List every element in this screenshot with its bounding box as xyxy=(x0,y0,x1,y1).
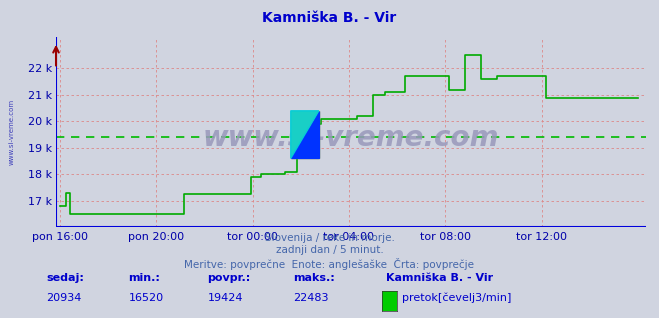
Text: 16520: 16520 xyxy=(129,293,163,302)
Text: zadnji dan / 5 minut.: zadnji dan / 5 minut. xyxy=(275,245,384,255)
Text: Slovenija / reke in morje.: Slovenija / reke in morje. xyxy=(264,233,395,243)
Text: 20934: 20934 xyxy=(46,293,82,302)
Text: povpr.:: povpr.: xyxy=(208,273,251,283)
Text: 22483: 22483 xyxy=(293,293,329,302)
Text: pretok[čevelj3/min]: pretok[čevelj3/min] xyxy=(402,292,511,302)
Text: Kamniška B. - Vir: Kamniška B. - Vir xyxy=(262,11,397,25)
Text: Kamniška B. - Vir: Kamniška B. - Vir xyxy=(386,273,493,283)
Text: Meritve: povprečne  Enote: anglešaške  Črta: povprečje: Meritve: povprečne Enote: anglešaške Črt… xyxy=(185,258,474,270)
Text: sedaj:: sedaj: xyxy=(46,273,84,283)
Text: www.si-vreme.com: www.si-vreme.com xyxy=(9,99,14,165)
Text: min.:: min.: xyxy=(129,273,160,283)
Text: 19424: 19424 xyxy=(208,293,243,302)
Bar xyxy=(291,111,319,158)
Polygon shape xyxy=(291,111,319,158)
Polygon shape xyxy=(291,111,319,158)
Text: www.si-vreme.com: www.si-vreme.com xyxy=(203,124,499,152)
Text: maks.:: maks.: xyxy=(293,273,335,283)
